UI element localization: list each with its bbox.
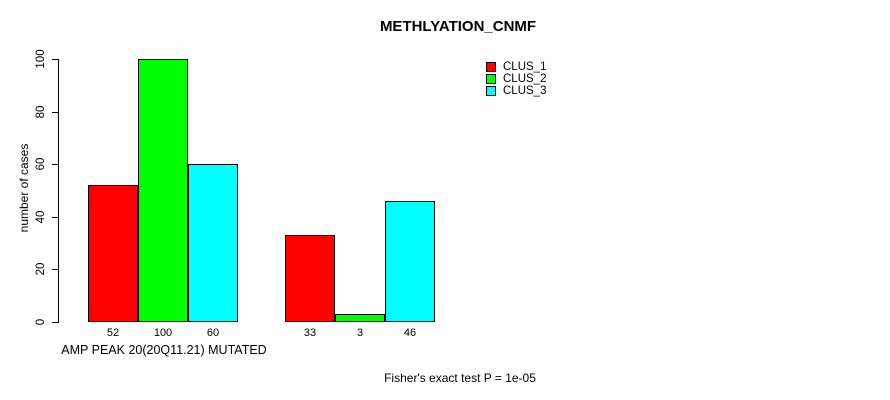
legend: CLUS_1 CLUS_2 CLUS_3 (486, 61, 546, 97)
bar-clus_1-group1 (88, 185, 138, 322)
bar-value-label: 33 (303, 327, 317, 339)
y-axis-tick (52, 164, 58, 166)
y-axis-tick (52, 111, 58, 113)
legend-swatch-clus-2 (486, 74, 496, 84)
y-axis-tick-label: 40 (35, 210, 47, 224)
y-axis-line (58, 59, 59, 323)
y-axis-tick-label: 60 (35, 157, 47, 171)
bar-clus_3-group1 (188, 164, 238, 322)
y-axis-tick (52, 216, 58, 218)
y-axis-tick-label: 100 (35, 49, 47, 69)
bar-value-label: 3 (356, 327, 364, 339)
legend-item-clus-1: CLUS_1 (486, 61, 546, 73)
y-axis-tick-label: 80 (35, 105, 47, 118)
x-axis-group-label: AMP PEAK 20(20Q11.21) MUTATED (61, 343, 267, 357)
y-axis-tick (52, 322, 58, 323)
bar-clus_2-group2 (335, 314, 385, 322)
bar-value-label: 46 (403, 327, 417, 339)
chart-title: METHLYATION_CNMF (379, 18, 537, 35)
bar-clus_3-group2 (385, 201, 435, 322)
y-axis-tick (52, 269, 58, 271)
fisher-test-annotation: Fisher's exact test P = 1e-05 (384, 371, 536, 385)
legend-label-clus-2: CLUS_2 (503, 73, 547, 85)
y-axis-tick-label: 0 (35, 318, 47, 326)
legend-item-clus-3: CLUS_3 (486, 85, 546, 97)
bar-clus_1-group2 (285, 235, 335, 322)
y-axis-tick (52, 59, 58, 60)
legend-label-clus-1: CLUS_1 (503, 61, 547, 73)
bar-clus_2-group1 (138, 59, 188, 322)
y-axis-label: number of cases (17, 143, 31, 233)
bar-value-label: 52 (106, 327, 120, 339)
legend-swatch-clus-1 (486, 62, 496, 72)
y-axis-tick-label: 20 (35, 262, 47, 276)
legend-swatch-clus-3 (486, 86, 496, 96)
legend-label-clus-3: CLUS_3 (503, 85, 547, 97)
bar-value-label: 60 (206, 327, 220, 339)
legend-item-clus-2: CLUS_2 (486, 73, 546, 85)
bar-value-label: 100 (153, 327, 173, 339)
